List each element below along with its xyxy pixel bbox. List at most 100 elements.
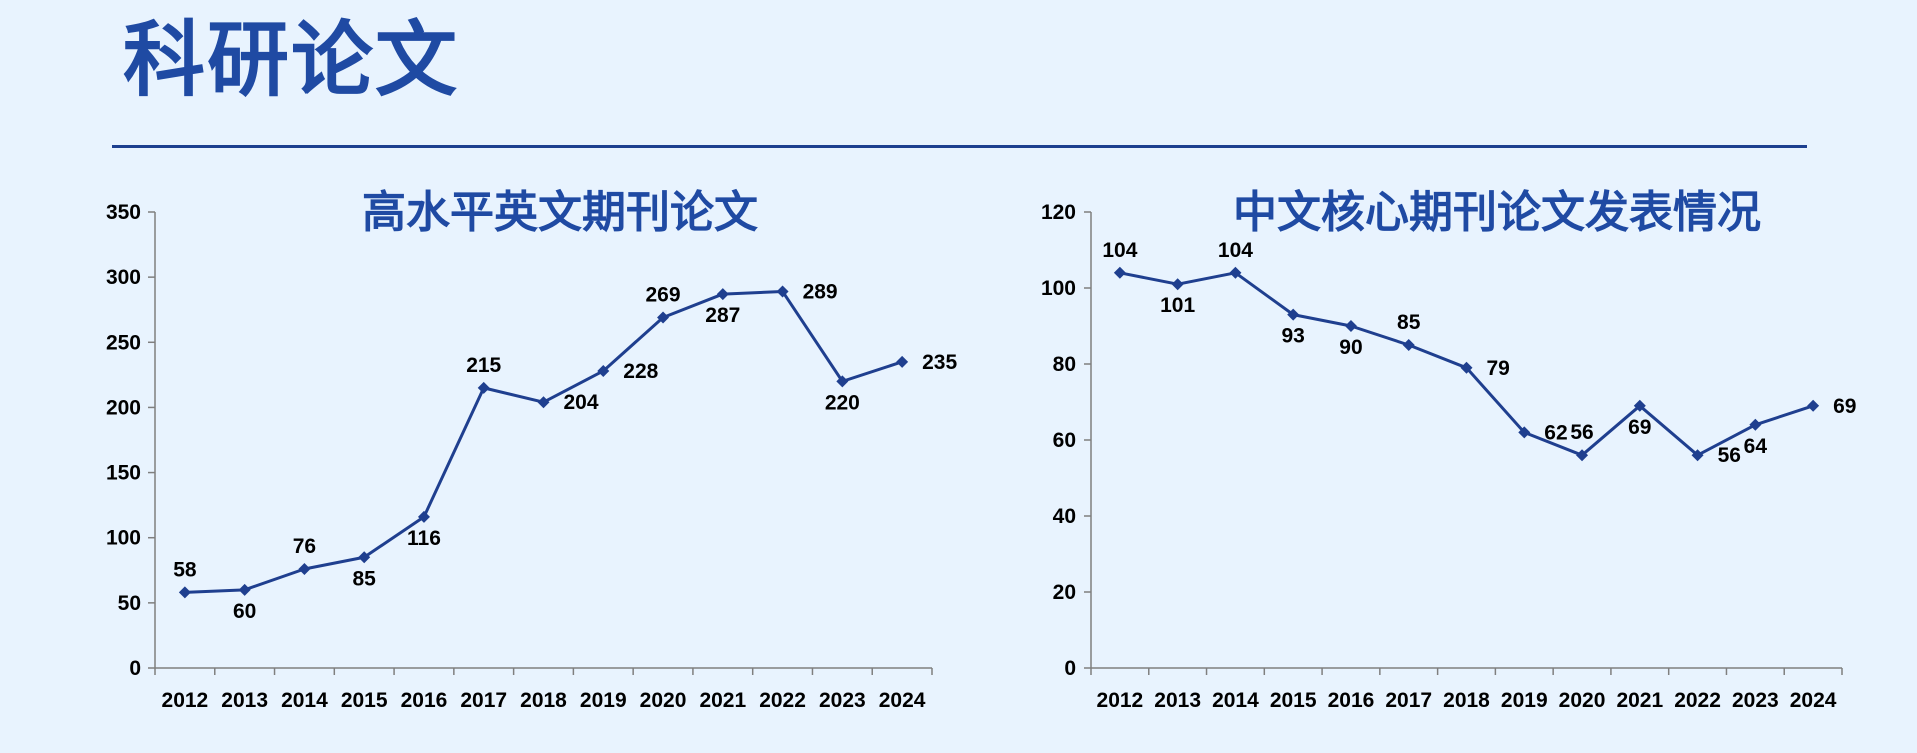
data-label: 116 xyxy=(407,527,441,550)
data-point-marker xyxy=(836,375,849,388)
data-point-marker xyxy=(417,510,430,523)
data-label: 56 xyxy=(1570,421,1593,444)
x-tick-label: 2014 xyxy=(1212,689,1259,712)
data-point-marker xyxy=(1576,449,1589,462)
data-point-marker xyxy=(178,586,191,599)
data-label: 269 xyxy=(646,284,681,307)
y-tick-label: 100 xyxy=(106,527,141,550)
x-tick-label: 2014 xyxy=(281,689,328,712)
x-tick-label: 2022 xyxy=(1674,689,1721,712)
x-tick-label: 2012 xyxy=(1097,689,1144,712)
x-tick-label: 2021 xyxy=(1616,689,1663,712)
chart-1: 高水平英文期刊论文 0 50 100 150 200 250 300 350 2012 2013 20… xyxy=(106,187,958,712)
y-tick-label: 60 xyxy=(1053,429,1076,452)
data-point-marker xyxy=(1344,320,1357,332)
data-label: 215 xyxy=(466,354,501,377)
data-label: 85 xyxy=(1397,311,1421,334)
data-point-marker xyxy=(1402,339,1415,351)
y-tick-label: 50 xyxy=(118,592,141,615)
data-point-marker xyxy=(358,551,371,564)
data-point-marker xyxy=(1633,399,1646,412)
data-label: 76 xyxy=(293,535,316,558)
data-point-marker xyxy=(1749,418,1762,431)
chart-title: 中文核心期刊论文发表情况 xyxy=(1233,187,1761,238)
x-tick-label: 2021 xyxy=(699,689,746,712)
data-label: 64 xyxy=(1744,435,1768,458)
x-tick-label: 2015 xyxy=(341,689,388,712)
data-point-marker xyxy=(597,364,610,377)
x-tick-label: 2018 xyxy=(520,689,567,712)
y-tick-label: 40 xyxy=(1053,505,1076,528)
data-point-marker xyxy=(1113,266,1126,279)
x-tick-label: 2024 xyxy=(1790,689,1837,712)
y-tick-label: 250 xyxy=(106,331,141,354)
chart-title: 高水平英文期刊论文 xyxy=(362,187,758,238)
x-tick-label: 2019 xyxy=(580,689,627,712)
data-label: 69 xyxy=(1833,395,1856,418)
y-tick-label: 120 xyxy=(1041,201,1076,224)
x-tick-label: 2016 xyxy=(401,689,448,712)
data-point-marker xyxy=(776,285,789,298)
y-tick-label: 100 xyxy=(1041,277,1076,300)
y-tick-label: 80 xyxy=(1053,353,1076,376)
x-tick-label: 2022 xyxy=(759,689,806,712)
y-tick-label: 20 xyxy=(1053,581,1076,604)
data-label: 101 xyxy=(1160,294,1195,317)
data-point-marker xyxy=(1518,426,1531,439)
x-tick-label: 2017 xyxy=(1385,689,1432,712)
y-tick-label: 350 xyxy=(106,201,141,224)
page-title: 科研论文 xyxy=(123,13,460,108)
data-label: 56 xyxy=(1718,444,1741,467)
x-tick-label: 2020 xyxy=(1559,689,1606,712)
data-point-marker xyxy=(1460,361,1473,374)
data-label: 85 xyxy=(353,567,377,590)
data-point-marker xyxy=(1229,266,1242,279)
data-point-marker xyxy=(716,288,729,301)
y-tick-label: 200 xyxy=(106,396,141,419)
data-label: 289 xyxy=(803,280,838,303)
x-tick-label: 2016 xyxy=(1328,689,1375,712)
x-tick-label: 2013 xyxy=(1154,689,1201,712)
data-label: 228 xyxy=(623,360,658,383)
data-point-marker xyxy=(1287,308,1300,321)
x-tick-label: 2015 xyxy=(1270,689,1317,712)
data-label: 58 xyxy=(173,558,197,581)
x-tick-label: 2019 xyxy=(1501,689,1548,712)
x-tick-label: 2020 xyxy=(640,689,687,712)
title-divider xyxy=(112,145,1807,148)
x-tick-label: 2024 xyxy=(879,689,926,712)
data-point-marker xyxy=(1171,278,1184,291)
data-label: 62 xyxy=(1544,421,1567,444)
data-point-marker xyxy=(896,355,909,368)
data-label: 60 xyxy=(233,600,256,623)
data-point-marker xyxy=(657,311,670,324)
x-tick-label: 2023 xyxy=(819,689,866,712)
data-label: 90 xyxy=(1339,336,1362,359)
data-label: 204 xyxy=(564,391,599,414)
data-point-marker xyxy=(477,381,490,394)
x-tick-label: 2018 xyxy=(1443,689,1490,712)
data-label: 235 xyxy=(922,351,957,374)
data-point-marker xyxy=(537,396,550,409)
y-tick-label: 0 xyxy=(129,657,141,680)
y-tick-label: 300 xyxy=(106,266,141,289)
data-label: 104 xyxy=(1102,239,1137,262)
data-point-marker xyxy=(298,562,311,575)
data-point-marker xyxy=(1807,399,1820,412)
y-tick-label: 0 xyxy=(1064,657,1076,680)
x-tick-label: 2013 xyxy=(221,689,268,712)
x-tick-label: 2012 xyxy=(162,689,209,712)
data-label: 79 xyxy=(1487,357,1510,380)
data-label: 104 xyxy=(1218,239,1253,262)
data-point-marker xyxy=(1691,449,1704,462)
x-tick-label: 2023 xyxy=(1732,689,1779,712)
data-label: 93 xyxy=(1282,325,1305,348)
chart-2: 中文核心期刊论文发表情况 0 20 40 60 80 100 120 2012 2013 2014 2… xyxy=(1041,187,1857,712)
data-label: 69 xyxy=(1628,416,1651,439)
data-label: 220 xyxy=(825,391,860,414)
y-tick-label: 150 xyxy=(106,462,141,485)
data-point-marker xyxy=(238,583,251,596)
data-label: 287 xyxy=(705,304,740,327)
x-tick-label: 2017 xyxy=(460,689,507,712)
